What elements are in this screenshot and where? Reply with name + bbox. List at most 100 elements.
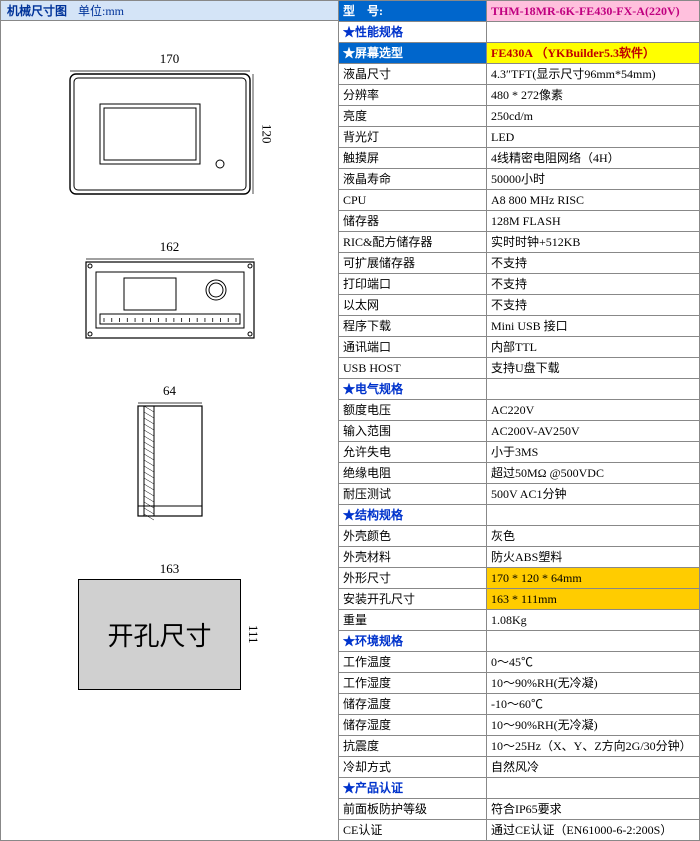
dim-top-1: 170	[160, 51, 180, 67]
spec-value: 4.3″TFT(显示尺寸96mm*54mm)	[487, 64, 699, 84]
spec-row: 型 号:THM-18MR-6K-FE430-FX-A(220V)	[339, 1, 699, 22]
spec-label: 耐压测试	[339, 484, 487, 504]
spec-row: 冷却方式自然风冷	[339, 757, 699, 778]
spec-label: 抗震度	[339, 736, 487, 756]
spec-label: ★性能规格	[339, 22, 487, 42]
spec-row: ★产品认证	[339, 778, 699, 799]
spec-label: 冷却方式	[339, 757, 487, 777]
spec-value: 128M FLASH	[487, 211, 699, 231]
spec-row: 允许失电小于3MS	[339, 442, 699, 463]
spec-value: 超过50MΩ @500VDC	[487, 463, 699, 483]
spec-label: 触摸屏	[339, 148, 487, 168]
spec-label: 程序下载	[339, 316, 487, 336]
diagram-side: 64	[133, 383, 207, 521]
spec-row: 输入范围AC200V-AV250V	[339, 421, 699, 442]
spec-row: ★性能规格	[339, 22, 699, 43]
spec-value: 不支持	[487, 274, 699, 294]
spec-value: FE430A （YKBuilder5.3软件）	[487, 43, 699, 63]
spec-value: 10～90%RH(无冷凝)	[487, 715, 699, 735]
spec-value: -10～60℃	[487, 694, 699, 714]
spec-row: ★电气规格	[339, 379, 699, 400]
spec-label: 通讯端口	[339, 337, 487, 357]
diagram-cutout: 163 开孔尺寸 111	[78, 561, 261, 690]
spec-row: 背光灯LED	[339, 127, 699, 148]
spec-value: THM-18MR-6K-FE430-FX-A(220V)	[487, 1, 699, 21]
spec-value: A8 800 MHz RISC	[487, 190, 699, 210]
spec-value: 4线精密电阻网络（4H）	[487, 148, 699, 168]
spec-label: 外形尺寸	[339, 568, 487, 588]
spec-row: 液晶尺寸4.3″TFT(显示尺寸96mm*54mm)	[339, 64, 699, 85]
spec-label: USB HOST	[339, 358, 487, 378]
spec-value	[487, 505, 699, 525]
spec-label: CPU	[339, 190, 487, 210]
spec-row: 重量1.08Kg	[339, 610, 699, 631]
spec-row: 工作湿度10～90%RH(无冷凝)	[339, 673, 699, 694]
spec-label: 以太网	[339, 295, 487, 315]
side-view-svg	[133, 401, 207, 521]
spec-value: 支持U盘下载	[487, 358, 699, 378]
spec-row: 触摸屏4线精密电阻网络（4H）	[339, 148, 699, 169]
front-view-svg	[65, 69, 255, 199]
spec-value	[487, 631, 699, 651]
spec-value: 170 * 120 * 64mm	[487, 568, 699, 588]
spec-label: ★电气规格	[339, 379, 487, 399]
cutout-label: 开孔尺寸	[107, 616, 211, 653]
spec-value: 250cd/m	[487, 106, 699, 126]
spec-value: 10～90%RH(无冷凝)	[487, 673, 699, 693]
spec-label: 储存温度	[339, 694, 487, 714]
diagram-front: 170 120	[65, 51, 275, 199]
spec-value: 10～25Hz（X、Y、Z方向2G/30分钟）	[487, 736, 699, 756]
spec-value: 50000小时	[487, 169, 699, 189]
spec-row: 可扩展储存器不支持	[339, 253, 699, 274]
spec-row: 通讯端口内部TTL	[339, 337, 699, 358]
spec-row: CE认证通过CE认证（EN61000-6-2:200S）	[339, 820, 699, 840]
spec-row: 外壳颜色灰色	[339, 526, 699, 547]
spec-label: ★产品认证	[339, 778, 487, 798]
spec-value	[487, 778, 699, 798]
spec-row: 绝缘电阻超过50MΩ @500VDC	[339, 463, 699, 484]
spec-value: 不支持	[487, 295, 699, 315]
spec-label: 输入范围	[339, 421, 487, 441]
spec-row: 额度电压AC220V	[339, 400, 699, 421]
spec-row: CPUA8 800 MHz RISC	[339, 190, 699, 211]
spec-row: 抗震度10～25Hz（X、Y、Z方向2G/30分钟）	[339, 736, 699, 757]
spec-row: 以太网不支持	[339, 295, 699, 316]
spec-value: 内部TTL	[487, 337, 699, 357]
spec-row: ★环境规格	[339, 631, 699, 652]
spec-row: 安装开孔尺寸163 * 111mm	[339, 589, 699, 610]
spec-row: 工作温度0～45℃	[339, 652, 699, 673]
spec-value: 480 * 272像素	[487, 85, 699, 105]
spec-label: 工作湿度	[339, 673, 487, 693]
left-header-title: 机械尺寸图	[7, 4, 67, 18]
spec-value: 1.08Kg	[487, 610, 699, 630]
dim-side-1: 120	[259, 124, 275, 144]
spec-row: 储存湿度10～90%RH(无冷凝)	[339, 715, 699, 736]
spec-row: 外壳材料防火ABS塑料	[339, 547, 699, 568]
spec-value: 通过CE认证（EN61000-6-2:200S）	[487, 820, 699, 840]
spec-value: 灰色	[487, 526, 699, 546]
spec-label: 前面板防护等级	[339, 799, 487, 819]
diagram-area: 170 120 162 64 163 开孔	[1, 21, 338, 700]
spec-label: 储存器	[339, 211, 487, 231]
spec-label: 允许失电	[339, 442, 487, 462]
spec-row: 耐压测试500V AC1分钟	[339, 484, 699, 505]
spec-value: Mini USB 接口	[487, 316, 699, 336]
spec-label: 储存湿度	[339, 715, 487, 735]
spec-value: AC200V-AV250V	[487, 421, 699, 441]
spec-table: 型 号:THM-18MR-6K-FE430-FX-A(220V)★性能规格★屏幕…	[339, 1, 699, 840]
left-header-unit: 单位:mm	[78, 4, 124, 18]
spec-label: 重量	[339, 610, 487, 630]
spec-row: 液晶寿命50000小时	[339, 169, 699, 190]
spec-label: RIC&配方储存器	[339, 232, 487, 252]
dim-side-4: 111	[245, 625, 261, 644]
spec-label: ★屏幕选型	[339, 43, 487, 63]
spec-label: 绝缘电阻	[339, 463, 487, 483]
spec-value	[487, 379, 699, 399]
spec-row: ★屏幕选型FE430A （YKBuilder5.3软件）	[339, 43, 699, 64]
spec-label: 液晶寿命	[339, 169, 487, 189]
spec-row: 程序下载Mini USB 接口	[339, 316, 699, 337]
left-column: 机械尺寸图 单位:mm 170 120 162 64	[1, 1, 339, 840]
dim-top-4: 163	[160, 561, 180, 577]
spec-row: 储存温度-10～60℃	[339, 694, 699, 715]
spec-value	[487, 22, 699, 42]
